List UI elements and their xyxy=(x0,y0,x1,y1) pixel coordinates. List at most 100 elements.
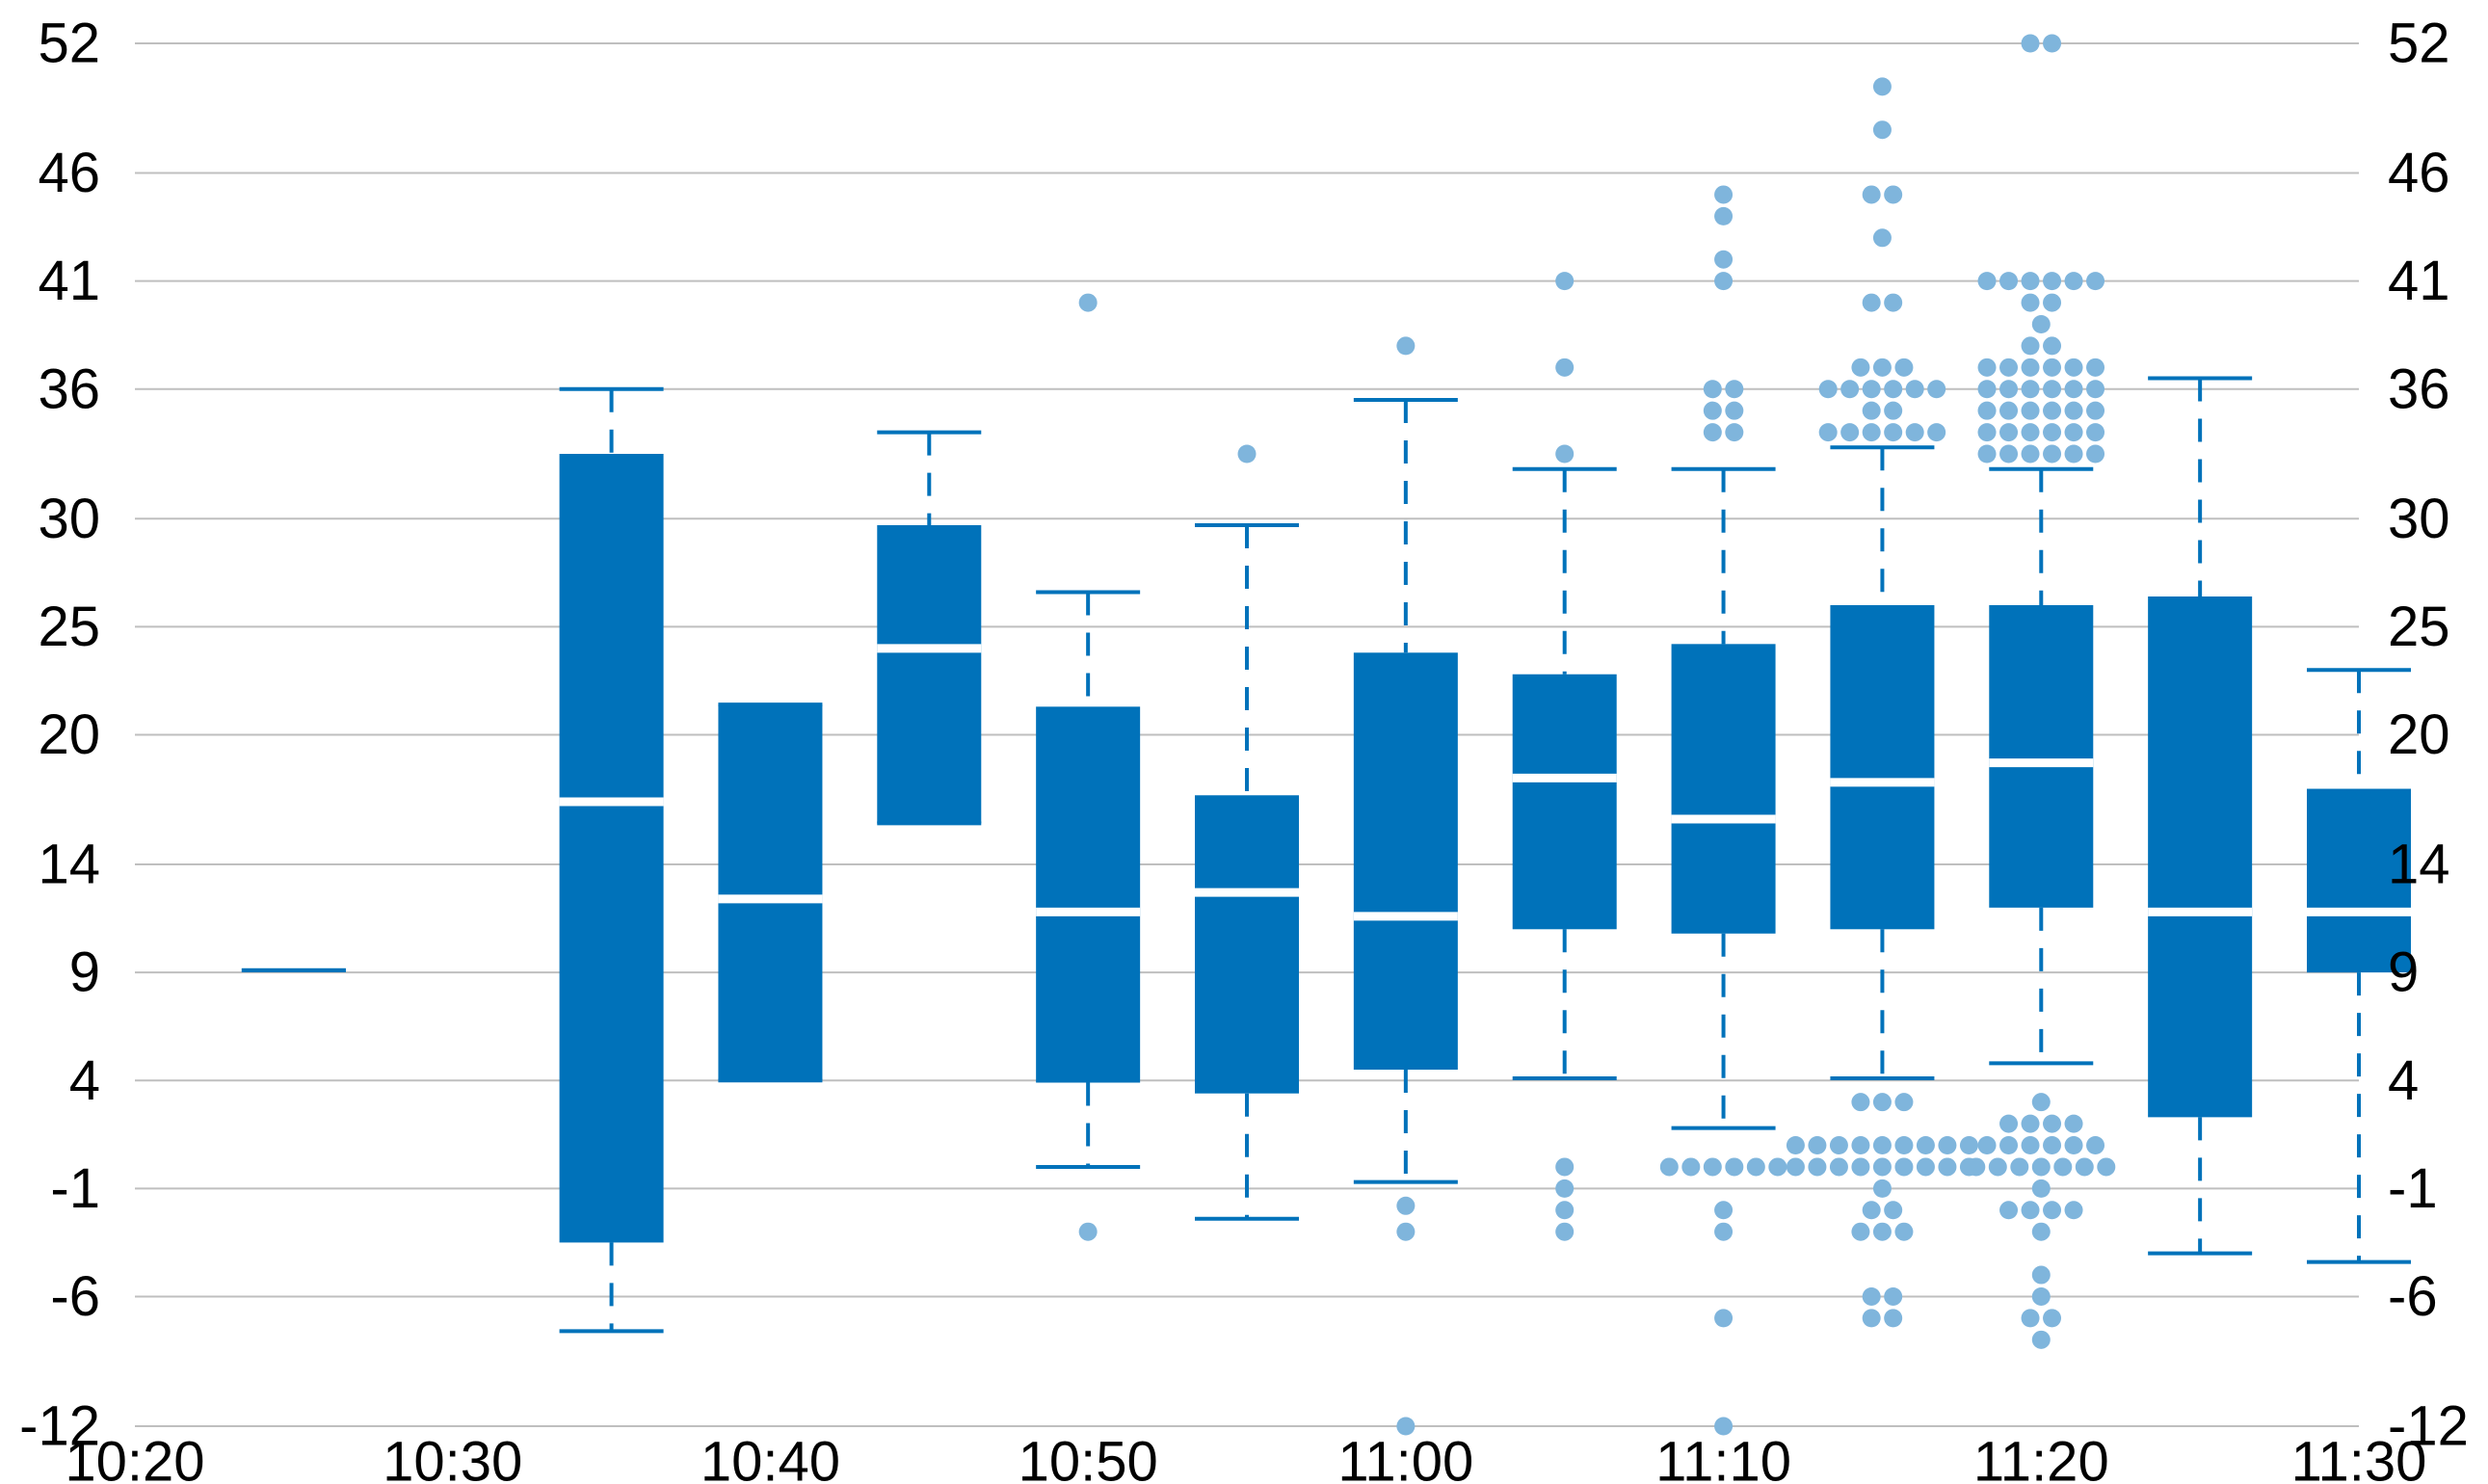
outlier-point xyxy=(1862,1309,1881,1328)
outlier-point xyxy=(2064,1114,2083,1133)
y-tick-left-0: 52 xyxy=(38,13,100,75)
outlier-point xyxy=(1938,1136,1957,1155)
outlier-point xyxy=(2021,1309,2040,1328)
outlier-point xyxy=(1818,380,1838,399)
outlier-point xyxy=(1894,1222,1914,1241)
outlier-point xyxy=(1977,444,1997,464)
outlier-point xyxy=(2021,380,2040,399)
outlier-point xyxy=(2021,358,2040,377)
outlier-point xyxy=(1555,444,1575,464)
outlier-point xyxy=(1872,120,1892,140)
outlier-point xyxy=(1862,380,1881,399)
y-tick-right-9: 4 xyxy=(2388,1049,2419,1112)
outlier-point xyxy=(1884,1286,1903,1306)
outlier-point xyxy=(2086,358,2105,377)
y-tick-right-0: 52 xyxy=(2388,13,2450,75)
outlier-point xyxy=(1884,185,1903,204)
outlier-point xyxy=(1894,1157,1914,1177)
box-body xyxy=(2148,596,2253,1118)
outlier-point xyxy=(1681,1157,1701,1177)
outlier-point xyxy=(2031,1179,2051,1198)
outlier-point xyxy=(1872,228,1892,248)
outlier-point xyxy=(1808,1157,1827,1177)
outlier-point xyxy=(1746,1157,1765,1177)
outlier-point xyxy=(1905,380,1924,399)
outlier-point xyxy=(2021,1114,2040,1133)
outlier-point xyxy=(2010,1157,2029,1177)
outlier-point xyxy=(1999,401,2019,420)
box-body xyxy=(1830,604,1935,930)
outlier-point xyxy=(1884,293,1903,312)
outlier-point xyxy=(2064,444,2083,464)
outlier-point xyxy=(1862,423,1881,442)
x-tick-0: 10:20 xyxy=(65,1431,204,1484)
outlier-point xyxy=(2064,1136,2083,1155)
outlier-point xyxy=(1999,358,2019,377)
outlier-point xyxy=(1725,380,1744,399)
outlier-point xyxy=(2053,1157,2073,1177)
outlier-point xyxy=(1725,1157,1744,1177)
outlier-point xyxy=(2021,272,2040,291)
box-1040 xyxy=(718,702,823,1083)
x-tick-1: 10:30 xyxy=(383,1431,522,1484)
y-tick-left-7: 14 xyxy=(38,834,100,896)
y-tick-left-6: 20 xyxy=(38,703,100,766)
outlier-point xyxy=(1851,1136,1870,1155)
outlier-point xyxy=(1999,380,2019,399)
y-tick-right-4: 30 xyxy=(2388,488,2450,550)
outlier-point xyxy=(1977,1136,1997,1155)
outlier-point xyxy=(2086,423,2105,442)
outlier-point xyxy=(1862,1286,1881,1306)
outlier-point xyxy=(1725,423,1744,442)
box-body xyxy=(1512,674,1617,930)
outlier-point xyxy=(1703,1157,1722,1177)
y-tick-right-12: -12 xyxy=(2388,1395,2469,1458)
outlier-point xyxy=(2031,1093,2051,1112)
outlier-point xyxy=(1894,1093,1914,1112)
outlier-point xyxy=(1999,1136,2019,1155)
outlier-point xyxy=(1714,185,1734,204)
outlier-point xyxy=(1808,1136,1827,1155)
outlier-point xyxy=(1927,423,1946,442)
outlier-point xyxy=(1840,423,1860,442)
outlier-point xyxy=(1872,1157,1892,1177)
outlier-point xyxy=(2043,1309,2062,1328)
box-1035 xyxy=(559,386,664,1334)
y-tick-left-8: 9 xyxy=(69,941,100,1004)
y-tick-left-1: 46 xyxy=(38,142,100,204)
outlier-point xyxy=(1786,1157,1805,1177)
x-tick-4: 11:00 xyxy=(1337,1431,1473,1484)
box-body xyxy=(1036,706,1141,1083)
outlier-point xyxy=(1862,185,1881,204)
box-1100 xyxy=(1353,397,1458,1184)
outlier-point xyxy=(2043,272,2062,291)
outlier-point xyxy=(2086,1136,2105,1155)
outlier-point xyxy=(1894,1136,1914,1155)
x-axis: 10:20 10:30 10:40 10:50 11:00 11:10 11:20 11:30 xyxy=(65,1431,2426,1484)
outlier-point xyxy=(1884,1201,1903,1220)
outlier-point xyxy=(2043,336,2062,356)
outlier-point xyxy=(1894,358,1914,377)
y-tick-left-10: -1 xyxy=(50,1157,100,1220)
outlier-point xyxy=(1862,293,1881,312)
outlier-point xyxy=(1851,1222,1870,1241)
outlier-point xyxy=(1938,1157,1957,1177)
outlier-point xyxy=(2031,314,2051,333)
box-body xyxy=(559,454,664,1243)
outlier-point xyxy=(2043,1201,2062,1220)
outlier-point xyxy=(2043,444,2062,464)
outlier-point xyxy=(1714,1201,1734,1220)
outlier-point xyxy=(1872,1136,1892,1155)
box-1115 xyxy=(1830,445,1935,1081)
outlier-point xyxy=(1872,77,1892,96)
outlier-point xyxy=(2031,1330,2051,1349)
outlier-point xyxy=(1999,444,2019,464)
outlier-point xyxy=(1078,293,1098,312)
outlier-point xyxy=(1988,1157,2007,1177)
box-body xyxy=(2307,788,2411,973)
box-1055 xyxy=(1195,523,1299,1221)
outlier-point xyxy=(1872,358,1892,377)
outlier-point xyxy=(2031,1157,2051,1177)
outlier-point xyxy=(1872,1222,1892,1241)
outlier-point xyxy=(1555,1222,1575,1241)
